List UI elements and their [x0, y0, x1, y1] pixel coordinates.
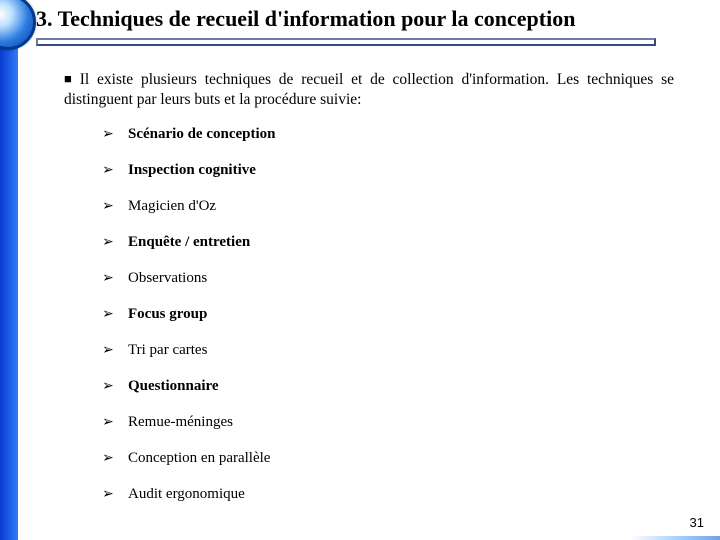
slide: 3. Techniques de recueil d'information p… [0, 0, 720, 540]
body: ■Il existe plusieurs techniques de recue… [64, 70, 674, 521]
list-item: ➢ Remue-méninges [102, 413, 674, 431]
arrow-bullet-icon: ➢ [102, 341, 118, 358]
arrow-bullet-icon: ➢ [102, 197, 118, 214]
list-item-label: Audit ergonomique [128, 485, 245, 503]
arrow-bullet-icon: ➢ [102, 413, 118, 430]
list-item: ➢ Enquête / entretien [102, 233, 674, 251]
page-number: 31 [690, 515, 704, 530]
intro-text: Il existe plusieurs techniques de recuei… [64, 71, 674, 108]
list-item-label: Tri par cartes [128, 341, 207, 359]
list-item-label: Observations [128, 269, 207, 287]
list-item-label: Focus group [128, 305, 207, 323]
list-item: ➢ Audit ergonomique [102, 485, 674, 503]
side-strip [0, 0, 18, 540]
list-item-label: Remue-méninges [128, 413, 233, 431]
list-item-label: Inspection cognitive [128, 161, 256, 179]
list-item-label: Scénario de conception [128, 125, 276, 143]
corner-globe-icon [0, 0, 36, 50]
list-item-label: Questionnaire [128, 377, 219, 395]
title-area: 3. Techniques de recueil d'information p… [36, 6, 696, 46]
slide-title: 3. Techniques de recueil d'information p… [36, 6, 696, 32]
list-item: ➢ Tri par cartes [102, 341, 674, 359]
arrow-bullet-icon: ➢ [102, 125, 118, 142]
list-item: ➢ Inspection cognitive [102, 161, 674, 179]
arrow-bullet-icon: ➢ [102, 449, 118, 466]
list-item: ➢ Conception en parallèle [102, 449, 674, 467]
arrow-bullet-icon: ➢ [102, 485, 118, 502]
list-item: ➢ Focus group [102, 305, 674, 323]
title-underline [36, 38, 656, 46]
list-item-label: Enquête / entretien [128, 233, 250, 251]
arrow-bullet-icon: ➢ [102, 233, 118, 250]
list-item: ➢ Magicien d'Oz [102, 197, 674, 215]
list-item: ➢ Observations [102, 269, 674, 287]
square-bullet-icon: ■ [64, 71, 76, 86]
intro-paragraph: ■Il existe plusieurs techniques de recue… [64, 70, 674, 111]
list-item: ➢ Questionnaire [102, 377, 674, 395]
list-item: ➢ Scénario de conception [102, 125, 674, 143]
list-item-label: Magicien d'Oz [128, 197, 216, 215]
arrow-bullet-icon: ➢ [102, 269, 118, 286]
arrow-bullet-icon: ➢ [102, 305, 118, 322]
arrow-bullet-icon: ➢ [102, 377, 118, 394]
bottom-accent [630, 536, 720, 540]
technique-list: ➢ Scénario de conception ➢ Inspection cogni… [102, 125, 674, 503]
list-item-label: Conception en parallèle [128, 449, 270, 467]
arrow-bullet-icon: ➢ [102, 161, 118, 178]
